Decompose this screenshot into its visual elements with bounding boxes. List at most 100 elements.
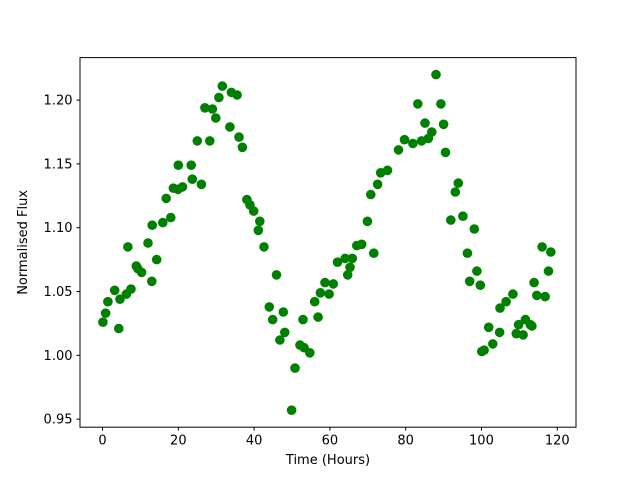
data-point (501, 296, 511, 307)
data-point (464, 276, 475, 287)
data-point (103, 296, 113, 307)
data-point (280, 327, 290, 338)
data-point (225, 122, 235, 132)
data-point (446, 215, 456, 225)
data-point (232, 90, 242, 100)
data-point (527, 321, 537, 331)
data-point (114, 323, 124, 334)
data-point (320, 277, 330, 288)
data-point (483, 322, 494, 333)
data-point (298, 314, 308, 325)
x-tick-label: 60 (322, 434, 339, 449)
x-tick-label: 80 (397, 434, 414, 449)
data-point (207, 104, 218, 114)
data-point (462, 248, 473, 258)
data-point (143, 238, 153, 248)
data-point (166, 212, 176, 223)
data-point (436, 99, 446, 109)
data-point (100, 308, 111, 319)
data-point (305, 348, 315, 358)
data-point (508, 289, 518, 299)
plot-area (79, 57, 577, 428)
data-point (259, 242, 269, 252)
data-point (205, 136, 215, 146)
data-point (136, 267, 147, 278)
data-point (147, 276, 157, 287)
x-tick-label: 100 (469, 434, 494, 449)
data-point (200, 103, 210, 113)
data-point (513, 319, 524, 330)
data-point (115, 294, 125, 305)
data-point (237, 142, 248, 153)
data-point (488, 339, 498, 349)
data-point (518, 330, 528, 340)
data-point (546, 247, 556, 257)
data-points (98, 69, 556, 416)
data-point (431, 69, 441, 80)
data-point (356, 239, 367, 250)
data-point (332, 257, 343, 268)
data-point (192, 136, 203, 146)
data-point (271, 270, 282, 280)
data-point (366, 189, 376, 200)
data-point (399, 134, 410, 145)
data-point (440, 147, 451, 158)
data-point (537, 242, 547, 252)
data-point (151, 254, 162, 265)
data-point (290, 363, 300, 373)
data-point (324, 289, 334, 299)
data-point (254, 216, 265, 227)
data-point (342, 270, 353, 280)
data-point (328, 279, 339, 289)
data-point (382, 165, 393, 176)
data-point (253, 225, 264, 236)
x-tick-label: 120 (545, 434, 570, 449)
y-tick-label: 1.15 (44, 157, 73, 172)
y-tick-label: 1.05 (44, 285, 73, 300)
data-point (158, 217, 168, 228)
data-point (458, 211, 468, 221)
data-point (217, 81, 228, 91)
x-axis-tick-labels: 0 20 40 60 80 100 120 (98, 434, 569, 449)
data-point (369, 248, 379, 258)
x-tick-label: 0 (98, 434, 106, 449)
data-point (123, 242, 133, 252)
data-point (340, 253, 350, 264)
y-tick-label: 1.00 (44, 349, 73, 364)
x-tick-label: 20 (170, 434, 187, 449)
data-point (427, 127, 437, 137)
data-point (393, 145, 404, 155)
y-axis-label: Normalised Flux (16, 190, 31, 295)
data-point (453, 178, 464, 188)
data-point (345, 262, 355, 273)
data-point (315, 288, 326, 298)
data-point (413, 99, 423, 109)
data-point (420, 118, 430, 128)
data-point (187, 174, 198, 184)
y-tick-label: 0.95 (44, 413, 73, 428)
data-point (362, 216, 373, 227)
data-point (469, 224, 480, 234)
data-point (214, 92, 224, 103)
data-point (286, 405, 297, 416)
y-axis-tick-labels: 0.95 1.00 1.05 1.10 1.15 1.20 (44, 94, 73, 428)
x-tick-label: 40 (246, 434, 263, 449)
x-axis-ticks (102, 427, 558, 431)
data-point (540, 291, 550, 302)
data-point (450, 187, 461, 197)
data-point (408, 138, 418, 149)
data-point (264, 302, 275, 312)
data-point (529, 277, 539, 288)
data-point (532, 290, 542, 301)
data-point (309, 296, 320, 307)
data-point (248, 206, 259, 216)
data-point (98, 317, 108, 328)
data-point (438, 119, 449, 130)
y-axis-ticks (76, 99, 80, 420)
data-point (234, 132, 244, 142)
data-point (313, 312, 323, 322)
data-point (347, 253, 358, 264)
data-point (278, 307, 289, 317)
